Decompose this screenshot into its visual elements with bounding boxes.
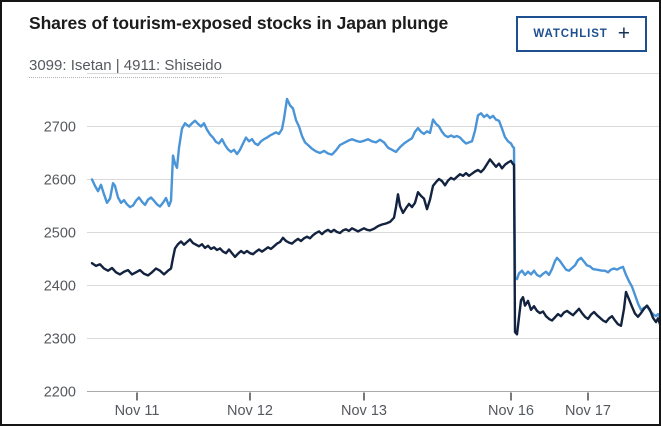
chart-header: Shares of tourism-exposed stocks in Japa… [2, 2, 659, 78]
watchlist-button[interactable]: WATCHLIST + [516, 16, 647, 52]
x-axis-label-nov-17: Nov 17 [565, 403, 611, 419]
page-title: Shares of tourism-exposed stocks in Japa… [29, 13, 449, 33]
x-axis-label-nov-11: Nov 11 [115, 403, 160, 419]
y-axis-label-2400: 2400 [44, 279, 76, 295]
y-axis-label-2500: 2500 [44, 226, 76, 242]
title-block: Shares of tourism-exposed stocks in Japa… [29, 13, 448, 78]
x-axis-label-nov-13: Nov 13 [341, 403, 387, 419]
y-axis-label-2200: 2200 [44, 385, 76, 401]
y-axis-label-2600: 2600 [44, 173, 76, 189]
y-axis-label-2300: 2300 [44, 332, 76, 348]
chart-plot-area[interactable] [87, 67, 661, 392]
series-line-shiseido [90, 158, 659, 336]
watchlist-button-label: WATCHLIST [533, 28, 608, 40]
x-axis-label-nov-16: Nov 16 [488, 403, 534, 419]
x-axis-label-nov-12: Nov 12 [227, 403, 273, 419]
instrument-links[interactable]: 3099: Isetan | 4911: Shiseido [29, 57, 222, 78]
plus-icon: + [617, 21, 630, 45]
series-line-isetan [90, 97, 659, 318]
y-axis-label-2700: 2700 [44, 120, 76, 136]
